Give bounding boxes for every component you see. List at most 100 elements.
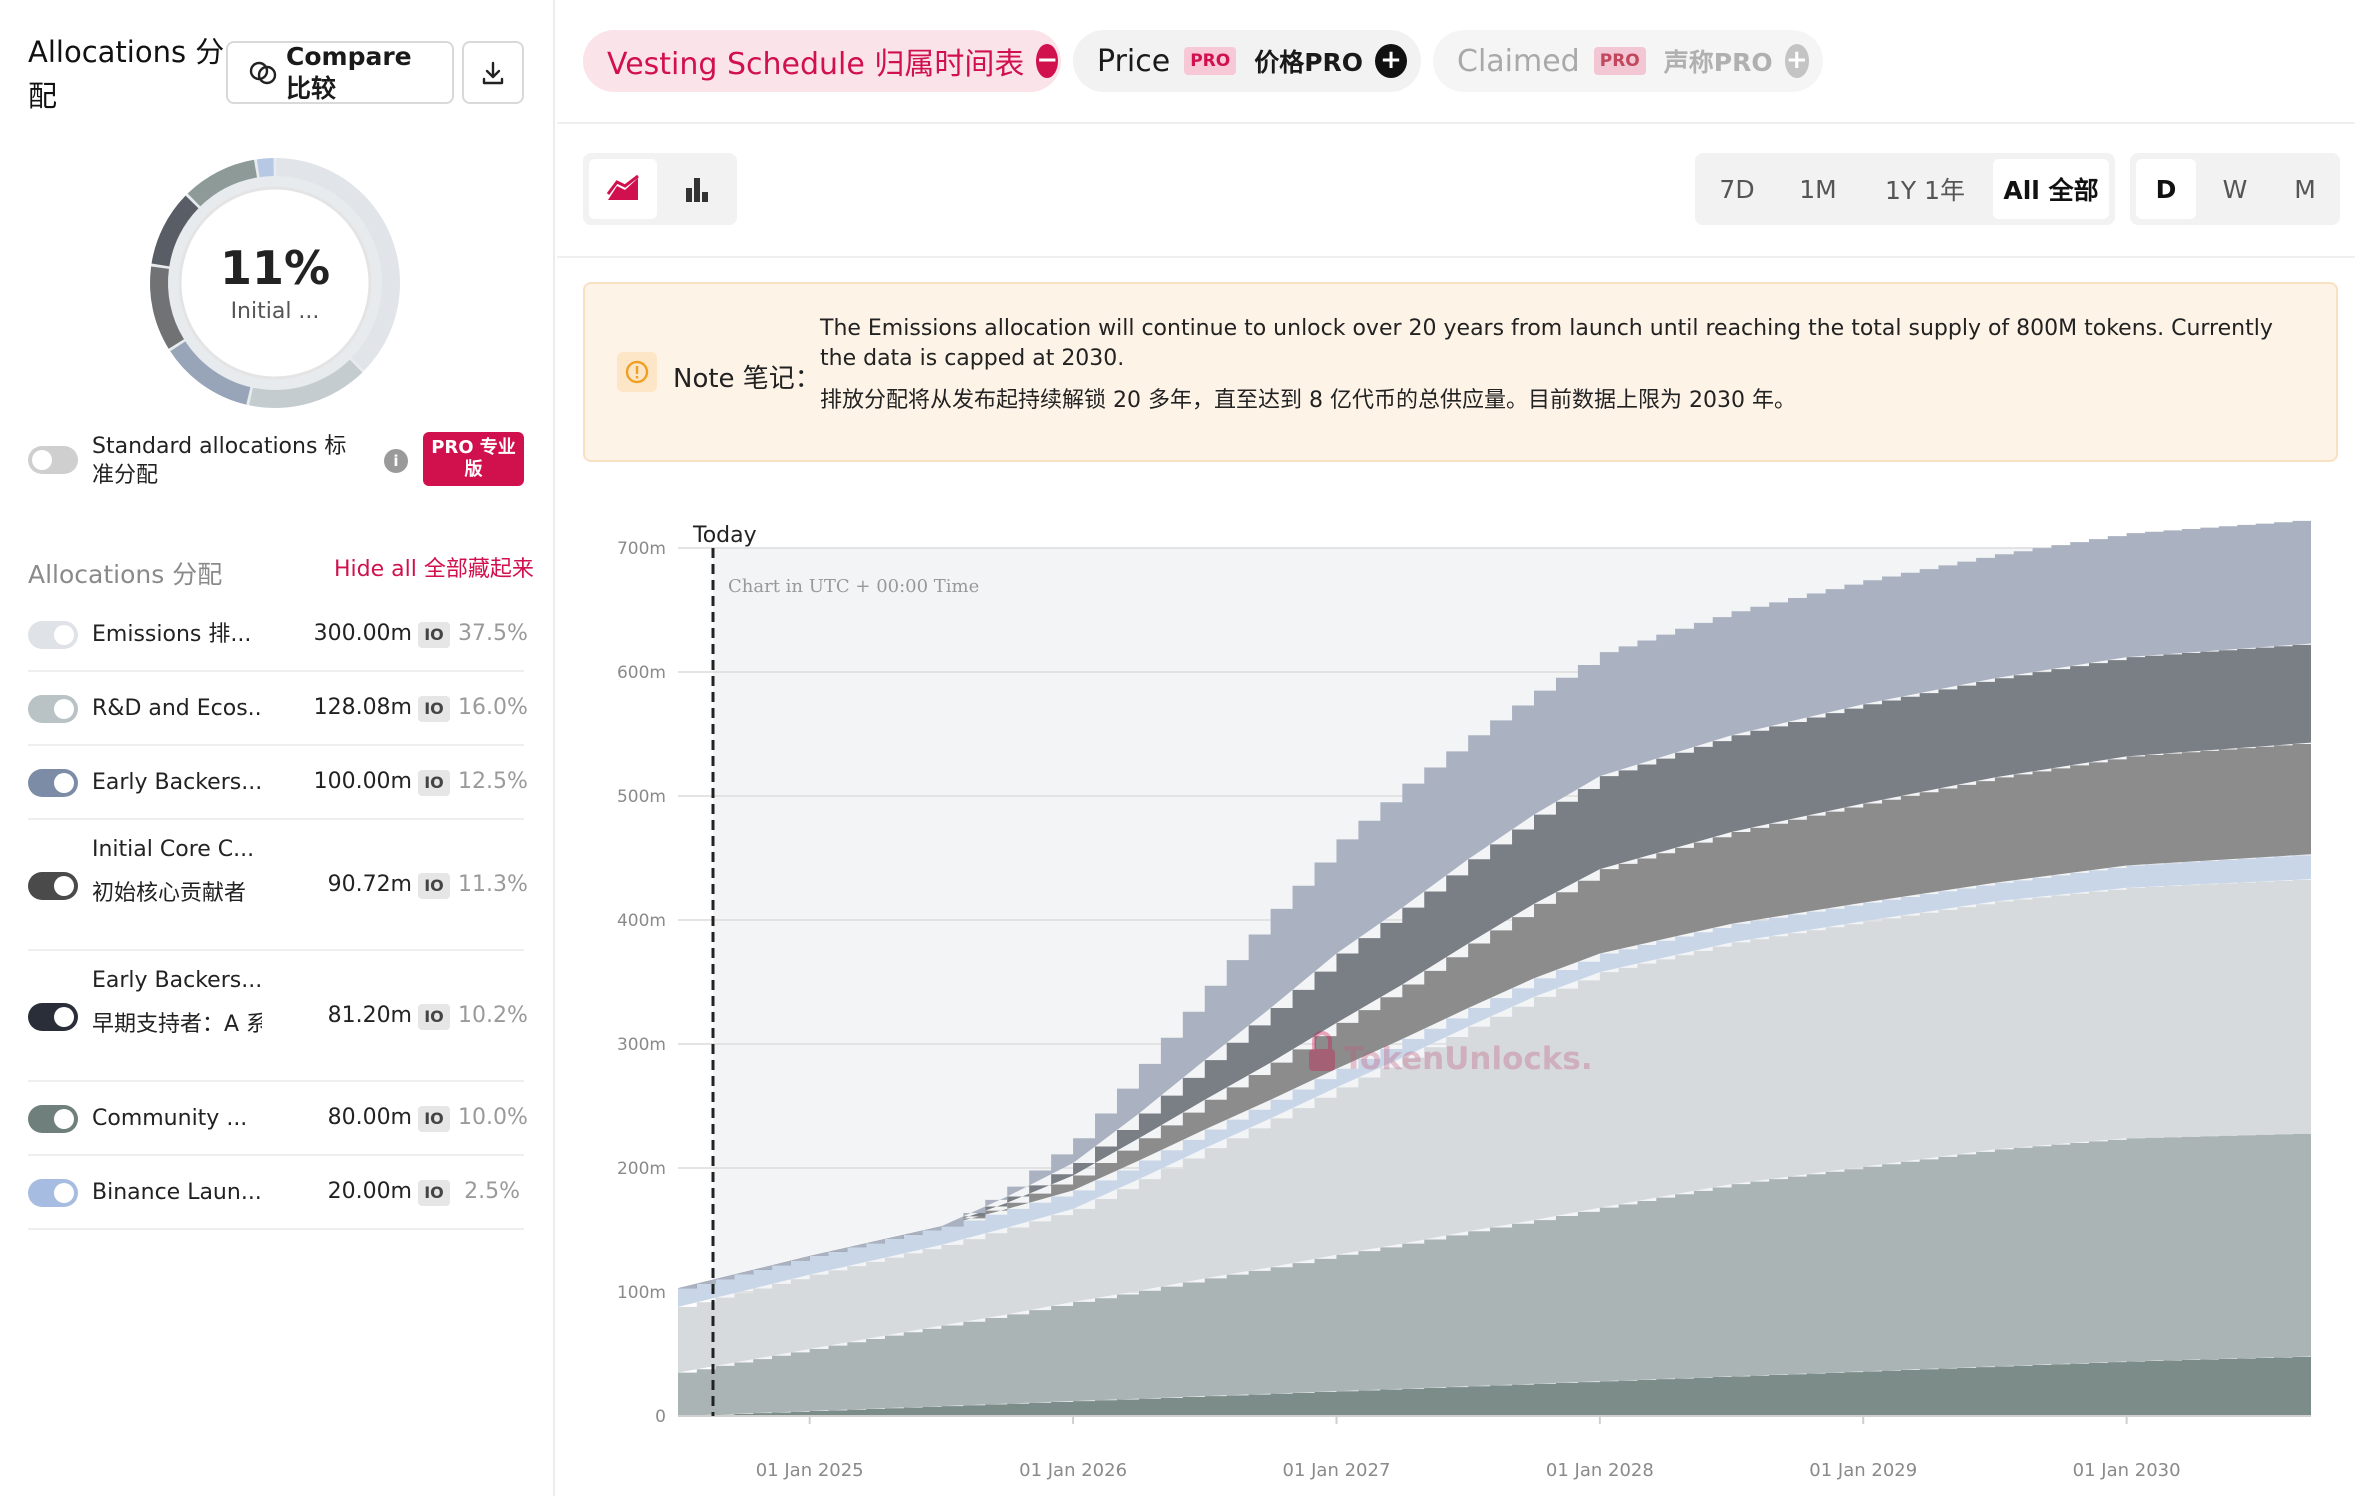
allocation-row[interactable]: Early Backers... 100.00m IO 12.5% <box>28 746 528 820</box>
allocation-percent: 37.5% <box>458 621 528 646</box>
tab-price-zh: 价格PRO <box>1254 48 1364 77</box>
area-series <box>678 742 2311 1289</box>
standard-allocations-toggle[interactable] <box>28 446 78 474</box>
standard-allocations-row: Standard allocations 标准分配 i PRO 专业版 <box>28 432 528 492</box>
area-chart-button[interactable] <box>589 159 657 219</box>
allocation-name: Initial Core C... <box>92 837 255 862</box>
bar-chart-icon <box>686 178 708 202</box>
tab-vesting-schedule[interactable]: Vesting Schedule 归属时间表 − <box>583 30 1061 92</box>
x-tick-label: 01 Jan 2027 <box>1283 1460 1391 1481</box>
allocation-percent: 12.5% <box>458 769 528 794</box>
y-tick-label: 100m <box>617 1283 666 1303</box>
standard-allocations-label: Standard allocations 标准分配 <box>92 434 347 488</box>
warning-icon <box>617 352 657 392</box>
plus-circle-icon[interactable]: + <box>1375 44 1407 78</box>
today-label: Today <box>692 523 757 548</box>
x-tick-label: 01 Jan 2028 <box>1546 1460 1654 1481</box>
allocation-percent: 16.0% <box>458 695 528 720</box>
hide-all-link[interactable]: Hide all 全部藏起来 <box>334 557 534 582</box>
donut-slice <box>187 159 257 207</box>
allocation-row[interactable]: Binance Laun... 20.00m IO 2.5% <box>28 1156 524 1230</box>
donut-hole <box>178 186 372 380</box>
tab-claimed-zh: 声称PRO <box>1663 48 1773 77</box>
pro-tag: PRO <box>1184 47 1237 75</box>
allocation-donut-chart <box>150 158 400 408</box>
timezone-label: Chart in UTC + 00:00 Time <box>728 576 979 597</box>
range-1m[interactable]: 1M <box>1799 174 1837 204</box>
tab-vesting-label: Vesting Schedule 归属时间表 <box>607 47 1025 82</box>
allocation-row[interactable]: R&D and Ecos... 128.08m IO 16.0% <box>28 672 528 746</box>
allocation-row[interactable]: Initial Core C... 初始核心贡献者 90.72m IO 11.3% <box>28 820 528 951</box>
y-tick-label: 500m <box>617 787 666 807</box>
granularity-w[interactable]: W <box>2222 174 2248 204</box>
allocation-toggle[interactable] <box>28 1105 78 1133</box>
allocation-row[interactable]: Community ... 80.00m IO 10.0% <box>28 1082 528 1156</box>
donut-slice <box>151 195 199 267</box>
allocations-panel: Allocations 分配 Compare 比较 11% Initial ..… <box>0 0 555 1496</box>
pro-tag: PRO <box>1593 47 1646 75</box>
io-badge: IO <box>418 770 450 796</box>
bar-chart-button[interactable] <box>663 159 731 219</box>
allocation-toggle[interactable] <box>28 1002 78 1031</box>
allocation-toggle[interactable] <box>28 1179 78 1207</box>
allocation-percent: 10.2% <box>458 1002 528 1028</box>
pro-badge[interactable]: PRO 专业版 <box>423 432 524 486</box>
io-badge: IO <box>418 872 450 899</box>
io-badge: IO <box>418 696 450 722</box>
area-series <box>678 1356 2311 1416</box>
tab-claimed[interactable]: Claimed PRO 声称PRO + <box>1433 30 1823 92</box>
minus-circle-icon[interactable]: − <box>1036 44 1059 78</box>
io-badge: IO <box>418 1003 450 1030</box>
donut-slice <box>150 266 184 349</box>
tab-price[interactable]: Price PRO 价格PRO + <box>1073 30 1421 92</box>
x-tick-label: 01 Jan 2030 <box>2073 1460 2181 1481</box>
allocation-amount: 80.00m <box>327 1105 412 1130</box>
info-icon[interactable]: i <box>384 449 408 473</box>
allocation-toggle[interactable] <box>28 871 78 900</box>
allocation-percent: 11.3% <box>458 871 528 897</box>
allocation-percent: 2.5% <box>464 1179 520 1204</box>
allocation-name: Early Backers... <box>92 770 262 795</box>
io-badge: IO <box>418 622 450 648</box>
plus-circle-icon[interactable]: + <box>1784 44 1809 78</box>
donut-percent: 11% <box>219 240 331 295</box>
vesting-chart-svg: 0 100m 200m 300m 400m 500m 600m 700m 01 Jan 2025… <box>617 519 2311 1481</box>
range-7d[interactable]: 7D <box>1719 174 1755 204</box>
note-text-en: The Emissions allocation will continue t… <box>820 316 2273 371</box>
compare-button[interactable]: Compare 比较 <box>226 41 454 104</box>
chart-type-toggle <box>583 153 737 225</box>
granularity-m[interactable]: M <box>2294 174 2316 204</box>
io-badge: IO <box>418 1106 450 1132</box>
y-tick-label: 200m <box>617 1159 666 1179</box>
allocation-name: Binance Laun... <box>92 1180 262 1205</box>
watermark-lock-icon <box>1309 1031 1335 1071</box>
allocation-name: Community ... <box>92 1106 248 1131</box>
granularity-d[interactable]: D <box>2136 159 2196 219</box>
allocation-amount: 81.20m <box>327 1002 412 1028</box>
range-1y[interactable]: 1Y 1年 <box>1884 176 1966 205</box>
download-button[interactable] <box>462 41 524 104</box>
allocation-name: Emissions 排... <box>92 622 252 647</box>
allocation-amount: 20.00m <box>327 1179 412 1204</box>
area-series <box>678 519 2311 1289</box>
allocations-title: Allocations 分配 <box>28 35 225 113</box>
allocation-row[interactable]: Emissions 排... 300.00m IO 37.5% <box>28 598 528 672</box>
allocation-amount: 100.00m <box>313 769 412 794</box>
allocation-name: Early Backers... <box>92 968 262 993</box>
note-label: Note 笔记： <box>673 364 821 394</box>
range-all[interactable]: All 全部 <box>1993 159 2109 219</box>
allocation-percent: 10.0% <box>458 1105 528 1130</box>
allocation-row[interactable]: Early Backers... 早期支持者：A 系 81.20m IO 10.2% <box>28 951 528 1082</box>
allocation-toggle[interactable] <box>28 621 78 649</box>
area-series <box>678 1133 2311 1416</box>
allocation-name-zh: 早期支持者：A 系 <box>92 1012 262 1037</box>
download-icon <box>482 61 504 84</box>
vesting-chart: 0 100m 200m 300m 400m 500m 600m 700m 01 Jan 2025… <box>583 500 2355 1496</box>
area-series <box>678 854 2311 1307</box>
compare-icon <box>249 61 277 84</box>
allocation-name: R&D and Ecos... <box>92 696 262 721</box>
allocation-toggle[interactable] <box>28 769 78 797</box>
divider <box>557 256 2355 258</box>
donut-slice <box>256 158 274 178</box>
allocation-toggle[interactable] <box>28 695 78 723</box>
